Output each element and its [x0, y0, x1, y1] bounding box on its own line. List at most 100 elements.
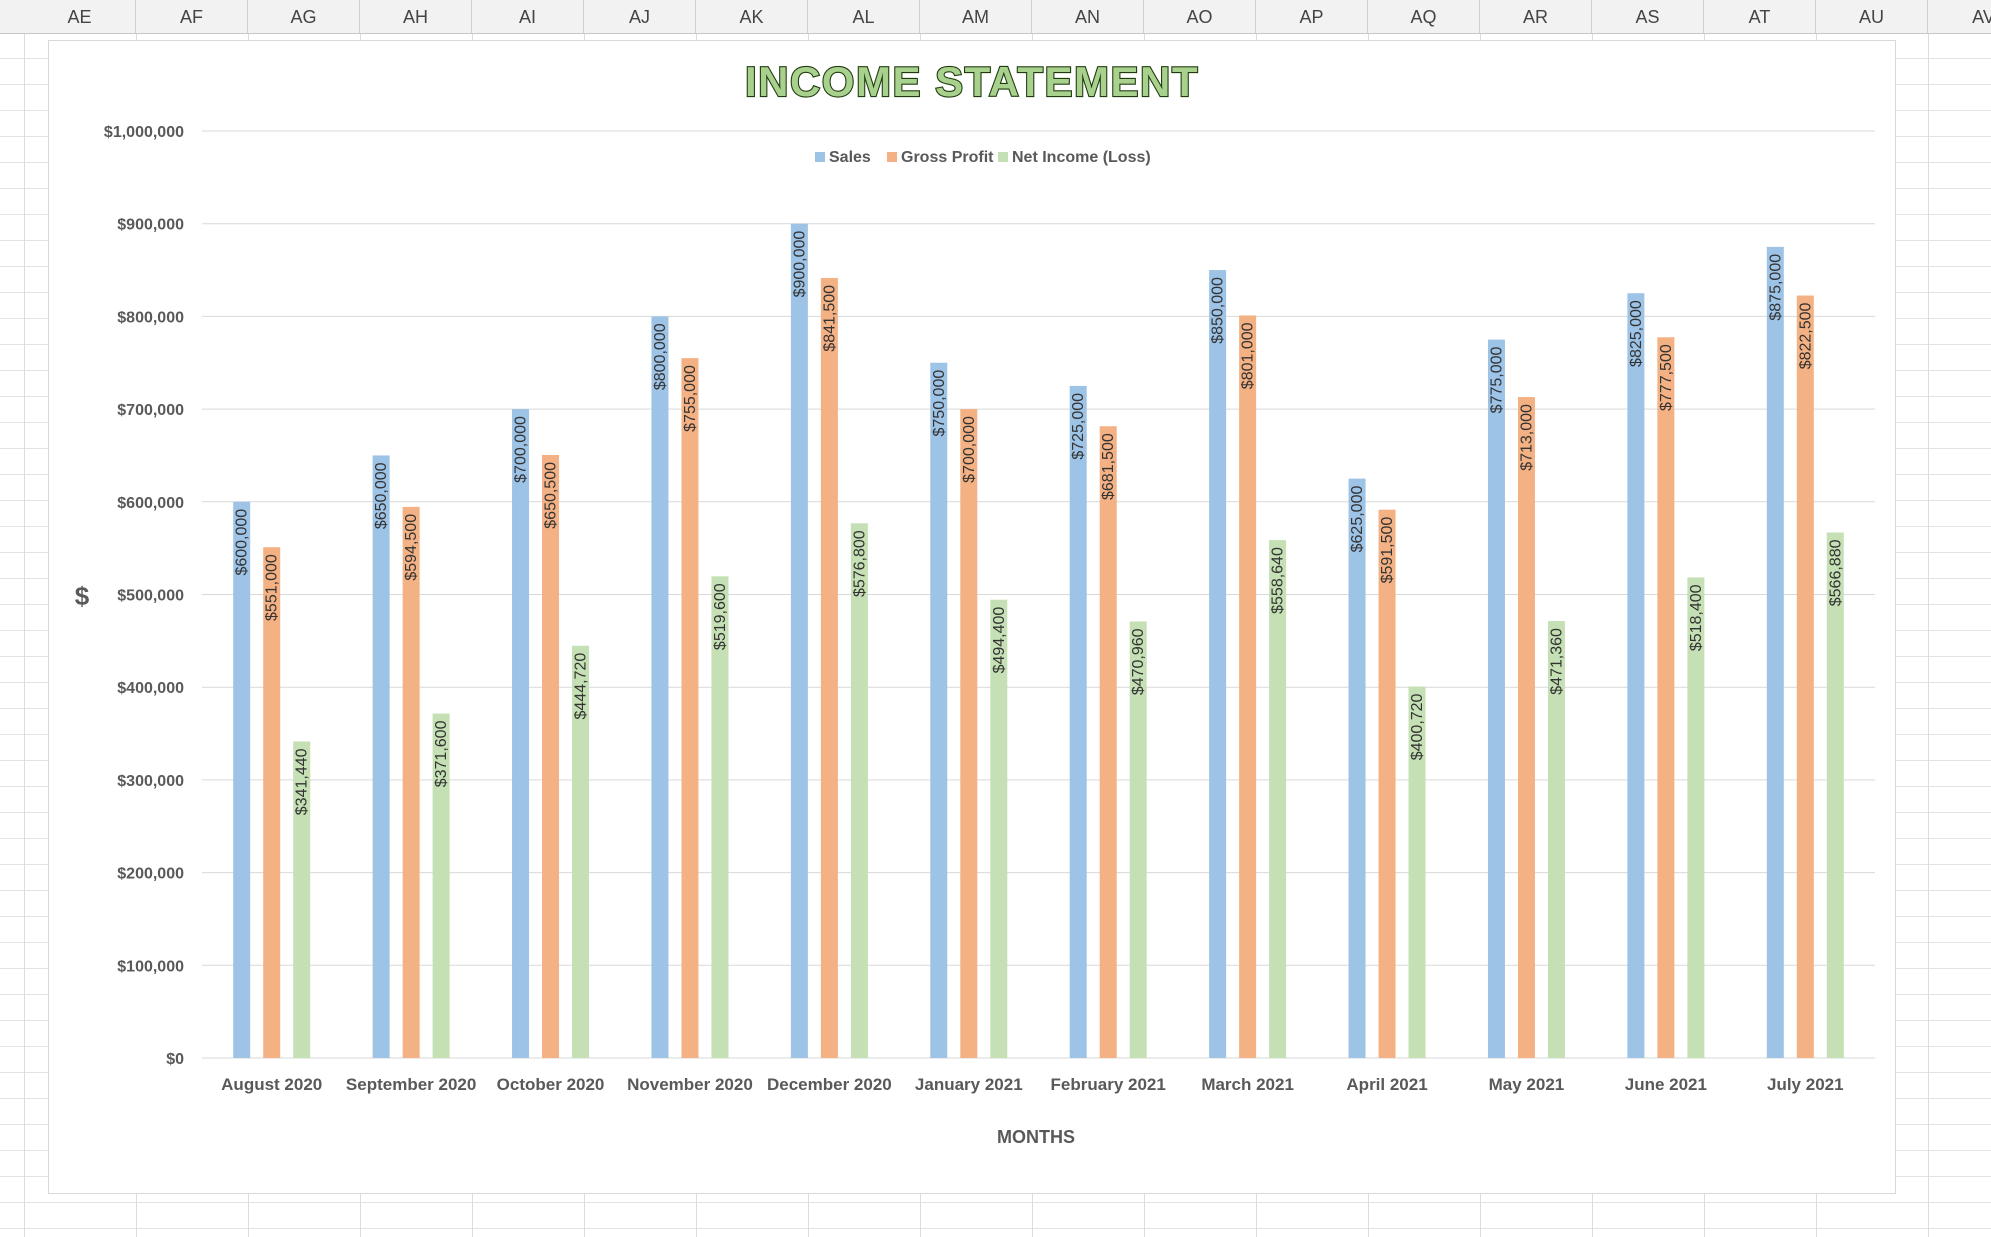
y-tick-label: $400,000: [117, 680, 184, 697]
x-tick-label: November 2020: [627, 1075, 753, 1094]
bar-sales[interactable]: [1348, 478, 1366, 1058]
data-label-gross-profit: $551,000: [264, 554, 281, 621]
column-header-ap[interactable]: AP: [1256, 0, 1368, 33]
column-header-ao[interactable]: AO: [1144, 0, 1256, 33]
bar-net-income[interactable]: [432, 713, 450, 1058]
data-label-gross-profit: $681,500: [1100, 433, 1117, 500]
column-header-an[interactable]: AN: [1032, 0, 1144, 33]
column-header-am[interactable]: AM: [920, 0, 1032, 33]
x-tick-label: December 2020: [767, 1075, 892, 1094]
bar-gross-profit[interactable]: [263, 547, 281, 1058]
bar-gross-profit[interactable]: [1657, 337, 1675, 1058]
y-tick-label: $1,000,000: [104, 124, 184, 141]
legend[interactable]: Sales Gross Profit Net Income (Loss): [815, 149, 1151, 166]
data-label-net-income: $494,400: [991, 607, 1008, 674]
legend-swatch-gross-profit: [887, 152, 897, 162]
y-axis-tick-labels: $0 $100,000 $200,000 $300,000 $400,000 $500,0…: [104, 124, 184, 1068]
column-header-bar: AE AF AG AH AI AJ AK AL AM AN AO AP AQ AR AS AT AU AV: [0, 0, 1991, 34]
x-tick-label: April 2021: [1346, 1075, 1427, 1094]
bar-net-income[interactable]: [1408, 686, 1426, 1058]
legend-label-sales[interactable]: Sales: [829, 149, 871, 166]
x-tick-label: July 2021: [1767, 1075, 1844, 1094]
legend-label-gross-profit[interactable]: Gross Profit: [901, 149, 994, 166]
bar-sales[interactable]: [790, 223, 808, 1058]
bar-gross-profit[interactable]: [1099, 426, 1117, 1058]
column-header-aq[interactable]: AQ: [1368, 0, 1480, 33]
bar-gross-profit[interactable]: [1239, 315, 1257, 1058]
bar-net-income[interactable]: [1547, 621, 1565, 1058]
bar-sales[interactable]: [1487, 339, 1505, 1058]
data-label-gross-profit: $822,500: [1797, 302, 1814, 369]
y-axis-title[interactable]: $: [75, 581, 90, 611]
chart-area[interactable]: $0 $100,000 $200,000 $300,000 $400,000 $500,0…: [48, 40, 1896, 1194]
data-label-net-income: $558,640: [1270, 547, 1287, 614]
x-tick-label: May 2021: [1489, 1075, 1565, 1094]
legend-swatch-net-income: [998, 152, 1008, 162]
data-label-net-income: $519,600: [712, 583, 729, 650]
x-tick-label: August 2020: [221, 1075, 322, 1094]
bar-sales[interactable]: [930, 362, 948, 1058]
data-label-sales: $800,000: [652, 323, 669, 390]
column-header-ai[interactable]: AI: [472, 0, 584, 33]
column-header-af[interactable]: AF: [136, 0, 248, 33]
data-label-gross-profit: $777,500: [1658, 344, 1675, 411]
data-label-net-income: $566,880: [1827, 539, 1844, 606]
legend-swatch-sales: [815, 152, 825, 162]
bar-net-income[interactable]: [1826, 532, 1844, 1058]
column-header-av[interactable]: AV: [1928, 0, 1991, 33]
bar-sales[interactable]: [1766, 246, 1784, 1058]
bar-net-income[interactable]: [1129, 621, 1147, 1058]
bar-net-income[interactable]: [572, 645, 590, 1058]
bar-sales[interactable]: [233, 501, 251, 1058]
x-axis-title[interactable]: MONTHS: [997, 1127, 1075, 1147]
data-label-net-income: $371,600: [433, 720, 450, 787]
bar-sales[interactable]: [1069, 385, 1087, 1058]
column-header-ag[interactable]: AG: [248, 0, 360, 33]
data-label-sales: $625,000: [1349, 486, 1366, 553]
bar-gross-profit[interactable]: [1796, 295, 1814, 1058]
chart-title[interactable]: INCOME STATEMENT: [744, 57, 1199, 106]
bar-sales[interactable]: [651, 316, 669, 1058]
data-label-gross-profit: $841,500: [821, 285, 838, 352]
bar-gross-profit[interactable]: [402, 506, 420, 1058]
bar-sales[interactable]: [512, 409, 530, 1059]
data-label-gross-profit: $591,500: [1379, 517, 1396, 584]
bar-gross-profit[interactable]: [1517, 397, 1535, 1058]
data-label-sales: $750,000: [931, 370, 948, 437]
legend-label-net-income[interactable]: Net Income (Loss): [1012, 149, 1151, 166]
column-header-aj[interactable]: AJ: [584, 0, 696, 33]
bar-net-income[interactable]: [1687, 577, 1705, 1058]
bar-gross-profit[interactable]: [820, 277, 838, 1058]
bar-net-income[interactable]: [990, 599, 1008, 1058]
column-header-as[interactable]: AS: [1592, 0, 1704, 33]
bar-net-income[interactable]: [1269, 540, 1287, 1058]
column-header-ah[interactable]: AH: [360, 0, 472, 33]
bar-gross-profit[interactable]: [1378, 509, 1396, 1058]
column-header-ak[interactable]: AK: [696, 0, 808, 33]
bar-net-income[interactable]: [711, 576, 729, 1058]
data-label-net-income: $518,400: [1688, 584, 1705, 651]
bar-gross-profit[interactable]: [681, 358, 699, 1058]
bar-gross-profit[interactable]: [960, 409, 978, 1059]
bar-net-income[interactable]: [293, 741, 311, 1058]
bar-net-income[interactable]: [850, 523, 868, 1058]
data-label-net-income: $576,800: [851, 530, 868, 597]
bar-sales[interactable]: [1627, 293, 1645, 1059]
data-label-net-income: $471,360: [1548, 628, 1565, 695]
y-tick-label: $900,000: [117, 217, 184, 234]
data-label-gross-profit: $650,500: [543, 462, 560, 529]
bar-gross-profit[interactable]: [542, 454, 560, 1058]
column-header-au[interactable]: AU: [1816, 0, 1928, 33]
bar-sales[interactable]: [1209, 270, 1227, 1058]
x-tick-label: June 2021: [1625, 1075, 1707, 1094]
y-tick-label: $600,000: [117, 495, 184, 512]
column-header-at[interactable]: AT: [1704, 0, 1816, 33]
bar-sales[interactable]: [372, 455, 390, 1058]
x-tick-label: September 2020: [346, 1075, 476, 1094]
column-header-ar[interactable]: AR: [1480, 0, 1592, 33]
column-header-ae[interactable]: AE: [24, 0, 136, 33]
data-label-sales: $900,000: [791, 231, 808, 298]
data-label-sales: $825,000: [1628, 300, 1645, 367]
column-header-al[interactable]: AL: [808, 0, 920, 33]
data-label-net-income: $400,720: [1409, 693, 1426, 760]
